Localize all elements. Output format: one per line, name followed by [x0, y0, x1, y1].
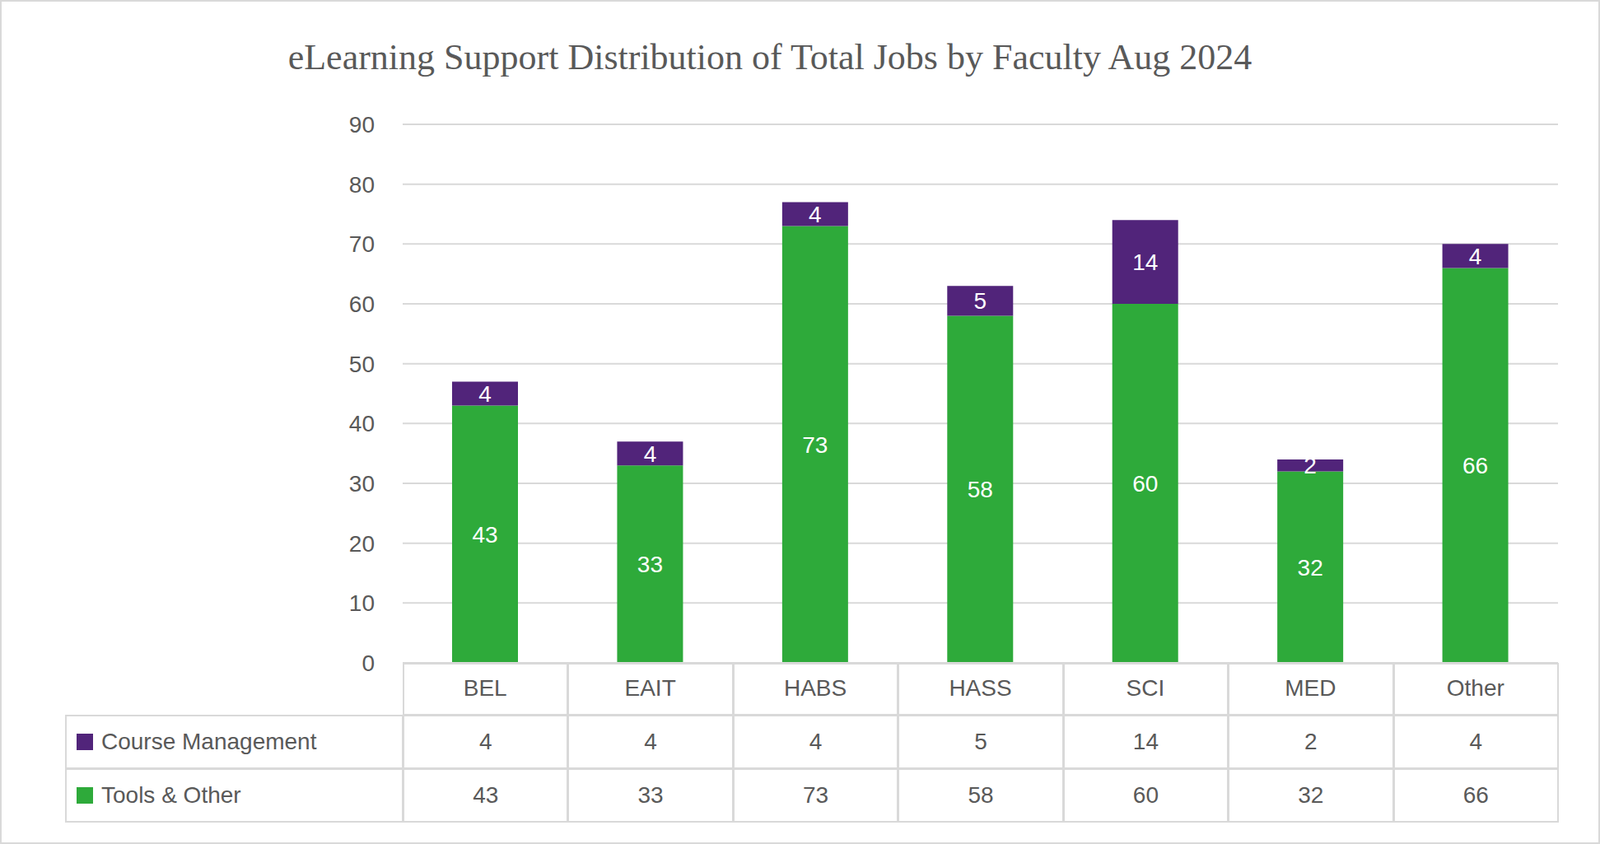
svg-text:SCI: SCI [1126, 675, 1166, 701]
html-text:Course Management: Course Management [101, 728, 317, 755]
html-text:73: 73 [802, 782, 829, 808]
svg-text:20: 20 [349, 531, 375, 557]
svg-text:80: 80 [349, 172, 375, 198]
svg-text:4: 4 [1469, 243, 1483, 270]
svg-text:BEL: BEL [463, 675, 508, 701]
html-text:Tools & Other: Tools & Other [101, 782, 241, 808]
svg-text:2: 2 [1303, 452, 1317, 479]
svg-text:43: 43 [471, 522, 498, 548]
html-text:5: 5 [974, 728, 988, 755]
svg-text:4: 4 [643, 441, 658, 467]
svg-text:14: 14 [1132, 249, 1158, 276]
svg-text:70: 70 [349, 231, 375, 257]
html-text:58: 58 [967, 782, 994, 808]
html-text:33: 33 [637, 782, 664, 808]
html-text:14: 14 [1132, 728, 1159, 755]
svg-text:MED: MED [1284, 675, 1336, 701]
html-text:60: 60 [1132, 782, 1159, 808]
html-text:66: 66 [1463, 782, 1489, 808]
svg-text:32: 32 [1297, 555, 1324, 581]
html-text:4: 4 [479, 728, 493, 755]
svg-text:66: 66 [1462, 452, 1489, 479]
svg-text:10: 10 [349, 590, 375, 616]
html-text:43: 43 [472, 782, 499, 808]
svg-text:60: 60 [1132, 471, 1158, 497]
svg-text:33: 33 [637, 551, 663, 578]
svg-text:60: 60 [349, 291, 375, 318]
html-text:eLearning Support Distribution: eLearning Support Distribution of Total … [287, 37, 1252, 78]
html-text:2: 2 [1304, 728, 1318, 755]
svg-text:HABS: HABS [783, 675, 847, 701]
svg-text:90: 90 [349, 111, 375, 138]
svg-text:Other: Other [1446, 675, 1505, 701]
html-text:4: 4 [809, 728, 823, 755]
svg-text:50: 50 [349, 351, 375, 378]
svg-text:5: 5 [973, 288, 987, 314]
svg-text:HASS: HASS [948, 675, 1012, 701]
html-text:4: 4 [644, 728, 658, 755]
svg-text:4: 4 [808, 201, 822, 228]
svg-text:58: 58 [967, 476, 994, 503]
svg-text:30: 30 [349, 471, 375, 497]
svg-text:40: 40 [349, 410, 375, 437]
html-text:32: 32 [1298, 782, 1324, 808]
html-text:4: 4 [1469, 728, 1483, 755]
svg-text:EAIT: EAIT [625, 675, 677, 701]
svg-text:73: 73 [802, 432, 828, 458]
svg-text:4: 4 [478, 381, 492, 407]
svg-text:0: 0 [361, 650, 375, 677]
